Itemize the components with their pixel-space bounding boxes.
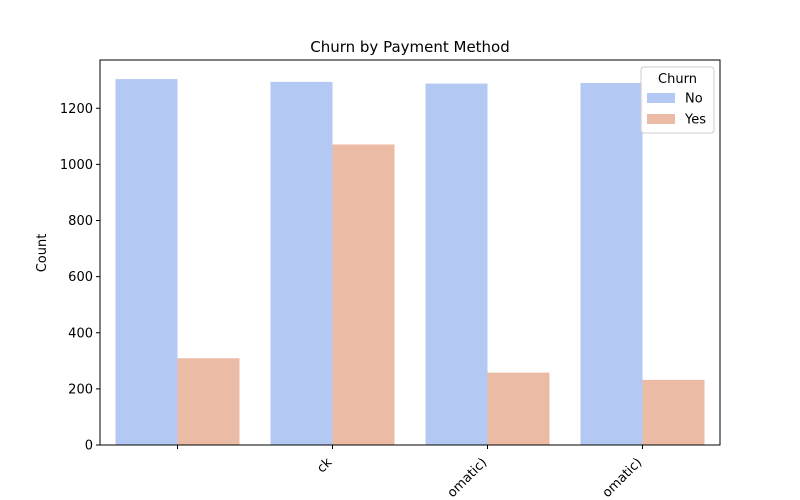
bar-no-4 [580, 83, 643, 445]
bar-no-3 [425, 83, 488, 445]
bar-yes-1 [177, 358, 240, 445]
bars [115, 79, 705, 445]
bar-yes-4 [642, 379, 705, 445]
y-tick-label: 0 [85, 439, 93, 454]
legend-label-no: No [685, 92, 703, 107]
x-axis-ticks: ck omatic) omatic) [177, 445, 646, 500]
chart-title: Churn by Payment Method [310, 38, 510, 56]
legend-swatch-no [647, 93, 675, 103]
plot-frame [99, 59, 721, 446]
bar-yes-3 [487, 372, 550, 445]
legend: Churn No Yes [640, 66, 715, 134]
y-tick-label: 800 [68, 214, 93, 229]
y-tick-label: 400 [68, 326, 93, 341]
y-tick-label: 1000 [60, 158, 93, 173]
x-tick-label: omatic) [600, 455, 646, 500]
y-axis-ticks: 0 200 400 600 800 1000 1200 [60, 102, 100, 454]
bar-no-2 [270, 81, 333, 445]
y-tick-label: 600 [68, 270, 93, 285]
x-tick-label: omatic) [445, 455, 491, 500]
legend-label-yes: Yes [684, 113, 706, 128]
y-axis-label: Count [35, 234, 50, 273]
legend-swatch-yes [647, 114, 675, 124]
y-tick-label: 1200 [60, 102, 93, 117]
bar-no-1 [115, 79, 178, 445]
x-tick-label: ck [314, 455, 335, 476]
bar-yes-2 [332, 144, 395, 445]
legend-title: Churn [658, 72, 697, 87]
y-tick-label: 200 [68, 382, 93, 397]
